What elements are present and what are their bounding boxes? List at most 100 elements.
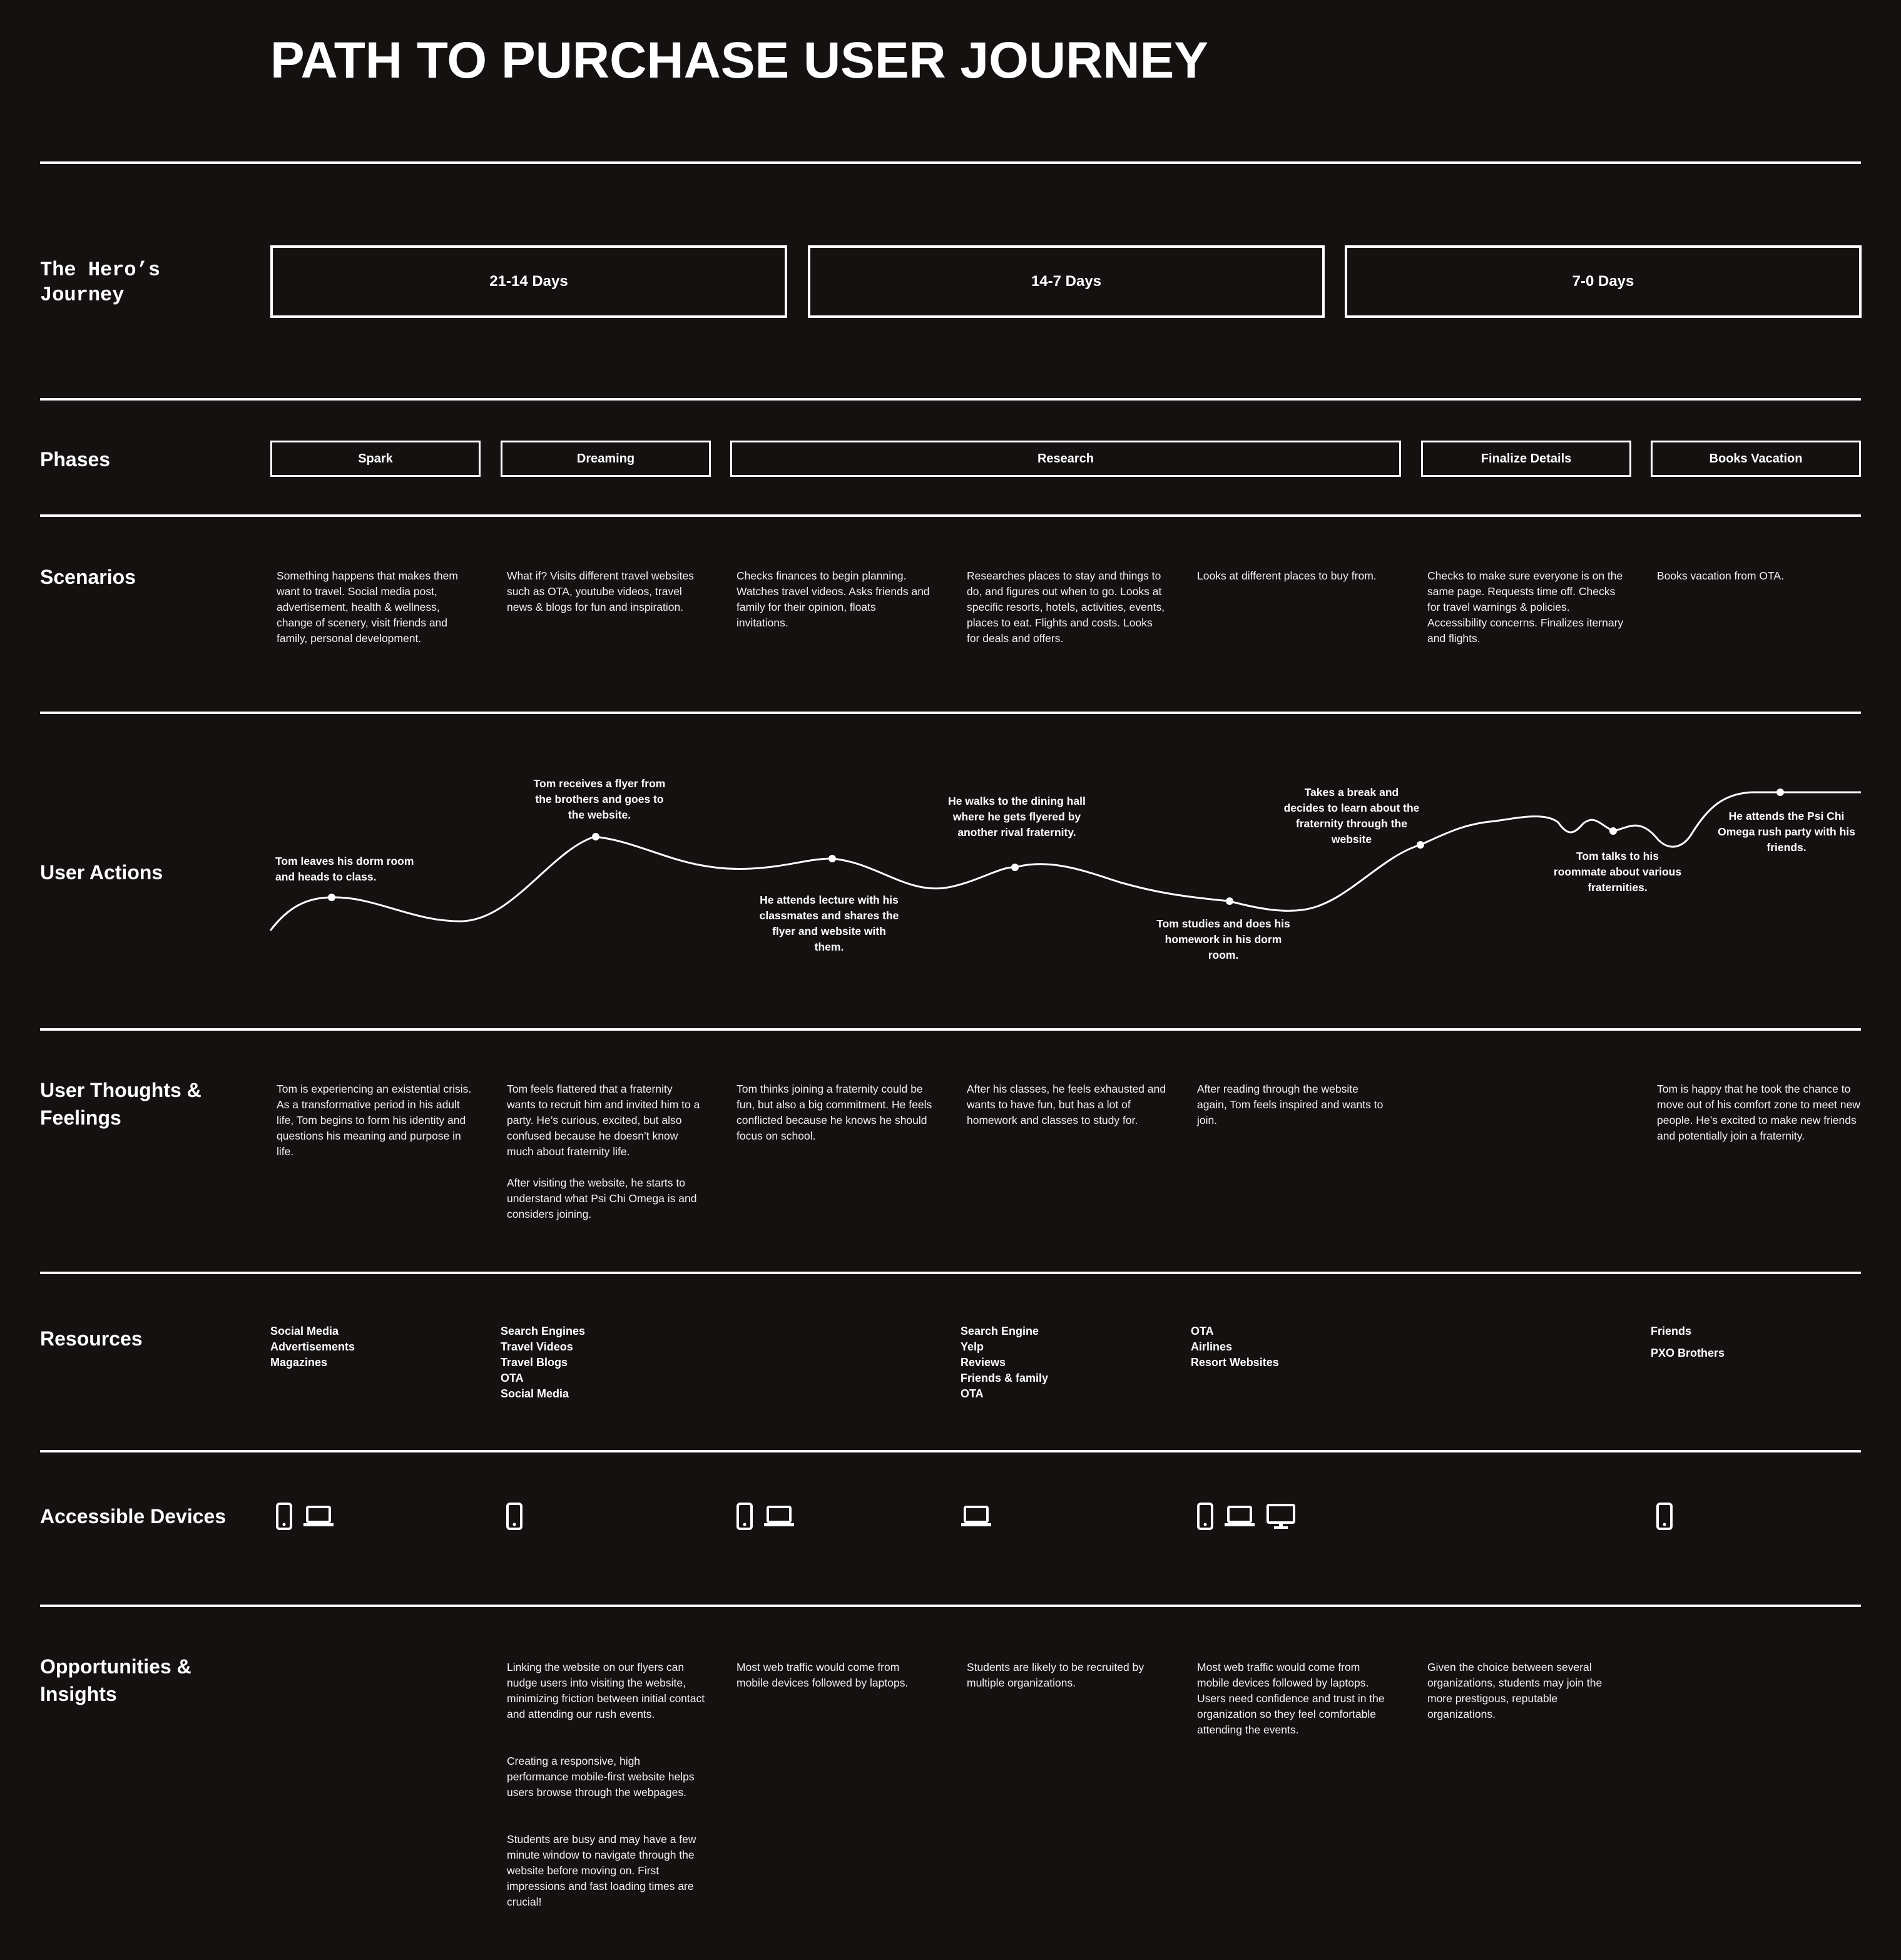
resource-item: OTA (501, 1372, 524, 1384)
phase-finalize-details: Finalize Details (1421, 441, 1631, 477)
resource-item: Friends (1651, 1325, 1692, 1337)
phase-books-vacation: Books Vacation (1651, 441, 1861, 477)
row-label-opportunities: Opportunities & Insights (40, 1655, 191, 1705)
action-label: Tom studies and does his homework in his… (1156, 917, 1290, 961)
insight-text: Students are likely to be recruited by m… (967, 1661, 1144, 1689)
divider (40, 1605, 1861, 1607)
device-group (736, 1502, 802, 1531)
action-label: Tom talks to his roommate about various … (1553, 850, 1682, 894)
thought-text: Tom is happy that he took the chance to … (1657, 1083, 1860, 1142)
thought-text: Tom feels flattered that a fraternity wa… (507, 1083, 700, 1158)
resource-list: OTA Airlines Resort Websites (1191, 1324, 1279, 1370)
thought-text: Tom thinks joining a fraternity could be… (736, 1083, 932, 1142)
divider (40, 1450, 1861, 1452)
divider (40, 712, 1861, 714)
resource-list: Search Engine Yelp Reviews Friends & fam… (961, 1324, 1048, 1402)
resource-item: Advertisements (270, 1340, 355, 1353)
resource-item: Friends & family (961, 1372, 1049, 1384)
resource-list: Search Engines Travel Videos Travel Blog… (501, 1324, 585, 1402)
thought-text: Tom is experiencing an existential crisi… (277, 1083, 472, 1158)
journey-curve (269, 791, 1861, 931)
resource-item: Resort Websites (1191, 1356, 1279, 1369)
journey-point (1417, 841, 1424, 849)
device-group (961, 1502, 999, 1531)
phone-icon (736, 1503, 753, 1530)
thought-text: After visiting the website, he starts to… (507, 1177, 697, 1220)
day-range-box: 14-7 Days (808, 245, 1325, 318)
row-label-accessible-devices: Accessible Devices (40, 1505, 227, 1528)
resource-item: Travel Blogs (501, 1356, 568, 1369)
scenario-text: Something happens that makes them want t… (277, 569, 458, 645)
divider (40, 1028, 1861, 1031)
resource-item: Social Media (270, 1325, 339, 1337)
desktop-icon (1266, 1504, 1295, 1529)
resource-item: PXO Brothers (1651, 1347, 1725, 1359)
phone-icon (1656, 1503, 1673, 1530)
resource-item: OTA (1191, 1325, 1214, 1337)
phase-spark: Spark (270, 441, 481, 477)
insight-text: Most web traffic would come from mobile … (1197, 1661, 1385, 1736)
scenario-text: Looks at different places to buy from. (1197, 569, 1377, 582)
row-label-user-thoughts: User Thoughts & Feelings (40, 1079, 201, 1129)
insight-text: Linking the website on our flyers can nu… (507, 1661, 705, 1720)
action-label: Tom receives a flyer from the brothers a… (533, 777, 666, 821)
device-group (506, 1502, 531, 1531)
action-label: Tom leaves his dorm room and heads to cl… (275, 855, 414, 883)
resource-item: Search Engines (501, 1325, 586, 1337)
device-group (1196, 1502, 1303, 1531)
action-label: He attends lecture with his classmates a… (759, 894, 899, 953)
phone-icon (1197, 1503, 1213, 1530)
journey-point (1011, 864, 1019, 871)
day-range-box: 21-14 Days (270, 245, 787, 318)
journey-point (1609, 827, 1617, 835)
insight-text: Most web traffic would come from mobile … (736, 1661, 909, 1689)
journey-point (328, 894, 335, 901)
resource-item: Yelp (961, 1340, 984, 1353)
journey-point (1226, 897, 1233, 905)
row-label-scenarios: Scenarios (40, 566, 136, 588)
resource-item: Reviews (961, 1356, 1006, 1369)
row-label-resources: Resources (40, 1327, 143, 1350)
scenario-text: Books vacation from OTA. (1657, 569, 1784, 582)
page-title: PATH TO PURCHASE USER JOURNEY (270, 32, 1208, 89)
day-range-box: 7-0 Days (1345, 245, 1862, 318)
scenario-text: Researches places to stay and things to … (967, 569, 1165, 645)
row-label-user-actions: User Actions (40, 861, 163, 884)
divider (40, 161, 1861, 164)
phone-icon (276, 1503, 292, 1530)
journey-point (592, 833, 599, 840)
resource-item: Airlines (1191, 1340, 1233, 1353)
resource-list: Social Media Advertisements Magazines (270, 1324, 355, 1370)
insight-text: Creating a responsive, high performance … (507, 1755, 695, 1799)
resource-item: Search Engine (961, 1325, 1039, 1337)
resource-item: Travel Videos (501, 1340, 573, 1353)
row-label-heros-journey: The Hero’s Journey (40, 258, 161, 307)
divider (40, 398, 1861, 401)
scenario-text: Checks to make sure everyone is on the s… (1427, 569, 1624, 645)
divider (40, 514, 1861, 517)
thought-text: After reading through the website again,… (1197, 1083, 1384, 1126)
device-group (1656, 1502, 1681, 1531)
phase-dreaming: Dreaming (501, 441, 711, 477)
resource-item: Social Media (501, 1387, 569, 1400)
divider (40, 1272, 1861, 1274)
thought-text: After his classes, he feels exhausted an… (967, 1083, 1166, 1126)
action-label: He attends the Psi Chi Omega rush party … (1718, 810, 1855, 854)
phase-research: Research (730, 441, 1401, 477)
journey-point (1776, 789, 1784, 796)
resource-item: Magazines (270, 1356, 328, 1369)
row-label-phases: Phases (40, 448, 111, 471)
insight-text: Students are busy and may have a few min… (507, 1833, 696, 1908)
device-group (275, 1502, 342, 1531)
laptop-icon (303, 1506, 334, 1526)
laptop-icon (1225, 1506, 1255, 1526)
resource-item: OTA (961, 1387, 984, 1400)
scenario-text: What if? Visits different travel website… (507, 569, 694, 613)
phone-icon (506, 1503, 522, 1530)
journey-point (828, 855, 836, 862)
laptop-icon (764, 1506, 795, 1526)
action-label: Takes a break and decides to learn about… (1283, 786, 1420, 845)
action-label: He walks to the dining hall where he get… (948, 795, 1086, 839)
insight-text: Given the choice between several organiz… (1427, 1661, 1603, 1720)
